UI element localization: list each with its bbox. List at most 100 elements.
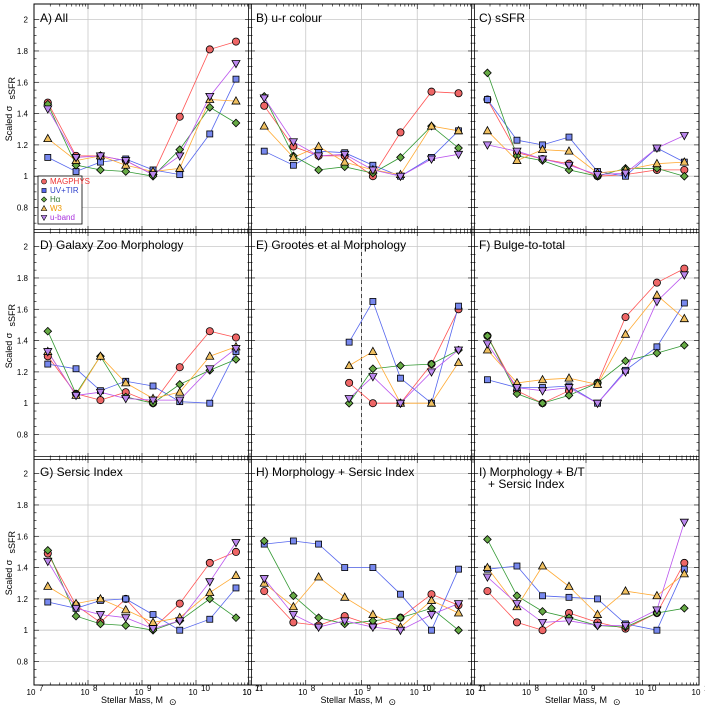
point-magphys — [427, 87, 436, 96]
series-line-w — [47, 575, 237, 623]
point-w — [679, 157, 690, 166]
point-ha — [289, 591, 298, 601]
panel-title: A) All — [40, 11, 68, 25]
series-line-ha — [487, 335, 685, 404]
point-uvtir — [594, 595, 601, 603]
point-uvtir — [232, 584, 240, 592]
point-magphys — [231, 547, 240, 556]
point-uvtir — [484, 96, 491, 103]
point-uband — [564, 161, 574, 171]
point-uband — [426, 155, 437, 165]
x-tick-label: 10 — [243, 688, 252, 697]
panel-g: G) Sersic Index — [33, 458, 250, 685]
point-uband — [620, 169, 631, 179]
point-w — [175, 387, 185, 396]
series-line-magphys — [47, 551, 237, 630]
point-ha — [512, 591, 522, 601]
series-line-ha — [487, 72, 685, 177]
point-ha — [652, 348, 662, 358]
point-magphys — [205, 558, 214, 567]
point-uband — [313, 623, 324, 633]
x-axis-label-sub: ⊙ — [613, 697, 621, 705]
point-ha — [231, 613, 241, 623]
point-w — [426, 398, 437, 407]
panel-title: B) u-r colour — [256, 11, 322, 25]
point-uvtir — [428, 626, 435, 634]
point-magphys — [260, 587, 269, 596]
y-axis-label: Scaled σ — [4, 332, 14, 368]
point-uvtir — [369, 298, 377, 305]
point-uband — [620, 622, 631, 631]
legend-marker — [40, 204, 48, 211]
legend-entry: UV+TIR — [50, 186, 79, 195]
point-uband — [121, 395, 131, 404]
point-uband — [620, 368, 631, 377]
x-tick-label: 10 — [466, 688, 475, 697]
series-line-magphys — [487, 268, 685, 404]
series-line-uvtir — [264, 130, 459, 177]
point-uvtir — [260, 147, 268, 155]
point-uvtir — [44, 360, 52, 368]
point-w — [368, 609, 378, 618]
x-tick-label: 10 — [27, 688, 36, 697]
panel-grid-lines — [473, 231, 699, 458]
point-ha — [96, 165, 105, 175]
point-uvtir — [232, 75, 240, 83]
point-ha — [427, 359, 436, 369]
point-ha — [205, 102, 215, 112]
point-w — [121, 377, 131, 387]
point-w — [313, 141, 324, 150]
point-magphys — [538, 626, 547, 635]
point-uband — [259, 94, 269, 103]
legend-entry: W3 — [50, 204, 63, 213]
x-tick-label: 10 — [635, 688, 644, 697]
point-uband — [340, 617, 350, 626]
point-w — [620, 586, 631, 595]
point-uband — [148, 625, 158, 634]
point-w — [453, 357, 464, 366]
y-tick-label: 1.4 — [17, 337, 29, 346]
point-w — [43, 581, 53, 590]
point-w — [95, 351, 106, 360]
y-axis-label-sub: sSFR — [7, 530, 17, 553]
point-ha — [538, 398, 547, 408]
y-tick-label: 1 — [24, 399, 29, 408]
point-uband — [95, 388, 106, 398]
point-w — [121, 604, 131, 614]
point-ha — [454, 625, 463, 635]
series-line-ha — [263, 540, 459, 631]
legend-entry: u-band — [50, 213, 75, 222]
point-ha — [512, 389, 522, 399]
x-tick-label: 10 — [466, 688, 475, 697]
point-ha — [538, 607, 547, 616]
point-uband — [426, 368, 437, 377]
point-ha — [679, 603, 689, 613]
point-uvtir — [149, 611, 157, 618]
panel-ticks — [249, 458, 473, 685]
series-line-w — [263, 125, 459, 176]
x-tick-exponent: 8 — [311, 684, 316, 693]
point-w — [259, 121, 269, 130]
series-line-uband — [487, 522, 685, 626]
point-w — [592, 379, 603, 388]
point-w — [340, 592, 350, 601]
point-uvtir — [206, 399, 214, 407]
point-uband — [652, 144, 662, 154]
point-uband — [71, 604, 81, 614]
point-uband — [95, 611, 106, 620]
point-uband — [205, 365, 215, 374]
series-line-uband — [47, 63, 237, 176]
y-tick-label: 1 — [24, 172, 29, 181]
point-w — [313, 571, 324, 581]
y-axis-label-sub: sSFR — [7, 76, 17, 99]
point-ha — [121, 621, 131, 630]
point-uband — [453, 600, 464, 609]
point-uvtir — [44, 598, 52, 606]
y-tick-label: 0.8 — [17, 204, 29, 213]
point-uvtir — [397, 374, 404, 382]
point-uband — [43, 348, 53, 357]
point-uband — [482, 141, 493, 150]
point-magphys — [680, 558, 689, 567]
